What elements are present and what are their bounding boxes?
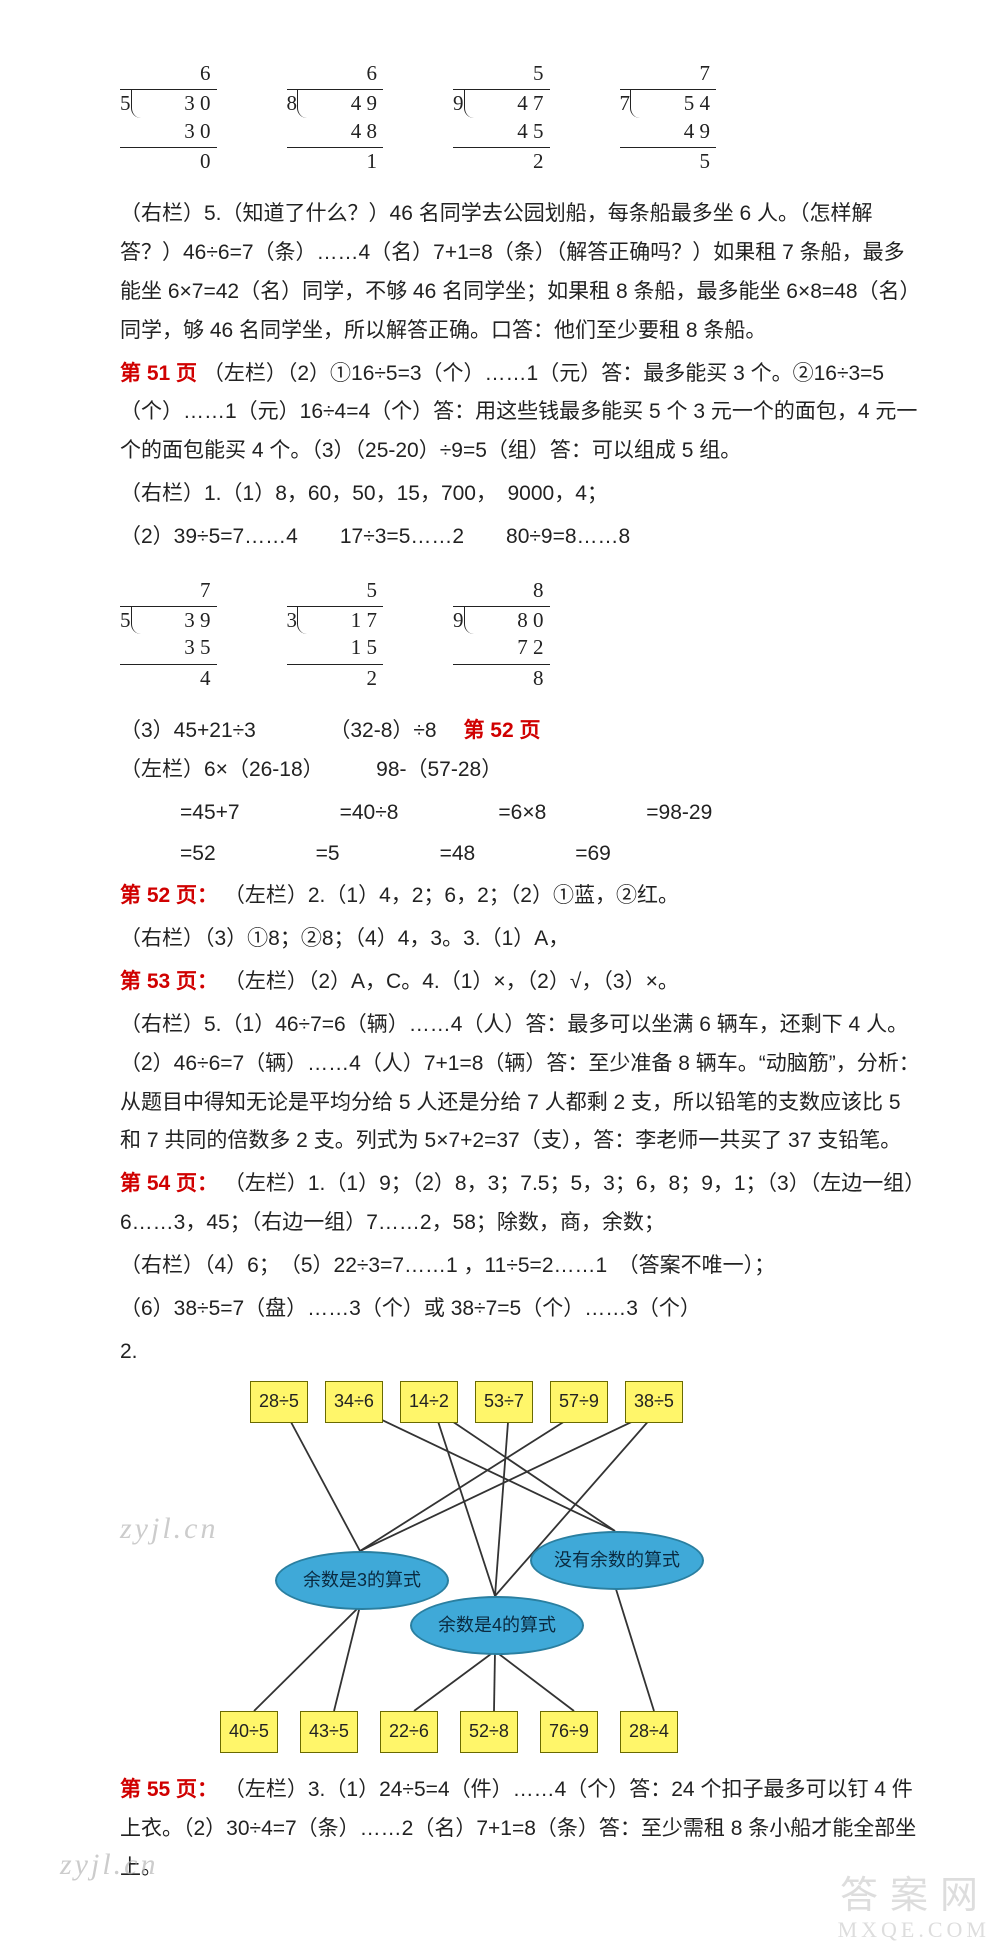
p51-left-text: （左栏）（2）①16÷5=3（个）……1（元）答：最多能买 3 个。②16÷3=…	[120, 362, 917, 463]
p53-right: （右栏）5.（1）46÷7=6（辆）……4（人）答：最多可以坐满 6 辆车，还剩…	[120, 1006, 920, 1161]
chip-bottom: 76÷9	[540, 1711, 598, 1752]
long-division: 7 7 5 4 4 9 5	[620, 60, 717, 175]
matching-diagram: zyjl.cn 28÷534÷614÷253÷757÷938÷540÷543÷5…	[160, 1381, 860, 1751]
expr-cell: =45+7	[180, 794, 240, 833]
page53-label: 第 53 页：	[120, 970, 218, 993]
expr-row2: =52 =5 =48 =69	[180, 835, 920, 874]
long-division: 6 8 4 9 4 8 1	[287, 60, 384, 175]
p54-right2: （6）38÷5=7（盘）……3（个）或 38÷7=5（个）……3（个）	[120, 1290, 920, 1329]
chip-bottom: 43÷5	[300, 1711, 358, 1752]
p54-left: （左栏）1.（1）9；（2）8，3；7.5；5，3；6，8；9，1；（3）（左边…	[120, 1172, 915, 1234]
expr-row1: =45+7 =40÷8 =6×8 =98-29	[180, 794, 920, 833]
p53-line: 第 53 页： （左栏）（2）A，C。4.（1）×，（2）√，（3）×。	[120, 963, 920, 1002]
expr-cell: =52	[180, 835, 216, 874]
p55-line: 第 55 页： （左栏）3.（1）24÷5=4（件）……4（个）答：24 个扣子…	[120, 1771, 920, 1888]
p52-text: （左栏）2.（1）4，2；6，2；（2）①蓝，②红。	[224, 884, 679, 907]
expr-cell: =6×8	[498, 794, 546, 833]
expr-cell: =40÷8	[340, 794, 399, 833]
chip-bottom: 22÷6	[380, 1711, 438, 1752]
answer-page: 6 5 3 0 3 0 0 6 8 4 9 4 8 1 5 9 4 7 4 5	[0, 0, 1000, 1952]
page55-label: 第 55 页：	[120, 1778, 218, 1801]
chip-top: 34÷6	[325, 1381, 383, 1422]
p51-right-1b: （2）39÷5=7……4 17÷3=5……2 80÷9=8……8	[120, 518, 920, 557]
long-division: 6 5 3 0 3 0 0	[120, 60, 217, 175]
page52-label: 第 52 页	[463, 719, 540, 742]
corner-line1: 答案网	[838, 1876, 990, 1918]
expr-cell: =5	[316, 835, 340, 874]
p55-left: （左栏）3.（1）24÷5=4（件）……4（个）答：24 个扣子最多可以钉 4 …	[120, 1778, 916, 1879]
long-division: 7 5 3 9 3 5 4	[120, 577, 217, 692]
paragraph-right5: （右栏）5.（知道了什么？）46 名同学去公园划船，每条船最多坐 6 人。（怎样…	[120, 195, 920, 350]
chip-top: 14÷2	[400, 1381, 458, 1422]
chip-bottom: 40÷5	[220, 1711, 278, 1752]
corner-line2: MXQE.COM	[838, 1918, 990, 1942]
long-division: 5 3 1 7 1 5 2	[287, 577, 384, 692]
page52-label2: 第 52 页：	[120, 884, 218, 907]
chip-top: 28÷5	[250, 1381, 308, 1422]
expr-cell: =98-29	[646, 794, 712, 833]
p53-left: （左栏）（2）A，C。4.（1）×，（2）√，（3）×。	[224, 970, 679, 993]
long-division: 8 9 8 0 7 2 8	[453, 577, 550, 692]
expr-line: （3）45+21÷3 （32-8）÷8 第 52 页 （左栏）6×（26-18）…	[120, 712, 920, 790]
page51-label: 第 51 页	[120, 362, 197, 385]
p52-line: 第 52 页： （左栏）2.（1）4，2；6，2；（2）①蓝，②红。	[120, 877, 920, 916]
long-division-row-2: 7 5 3 9 3 5 4 5 3 1 7 1 5 2 8 9 8 0 7 2 …	[120, 577, 920, 692]
long-division-row-1: 6 5 3 0 3 0 0 6 8 4 9 4 8 1 5 9 4 7 4 5	[120, 60, 920, 175]
expr-lead: （3）45+21÷3 （32-8）÷8	[120, 719, 458, 742]
chip-top: 57÷9	[550, 1381, 608, 1422]
page54-label: 第 54 页：	[120, 1172, 218, 1195]
p52-right: （右栏）（3）①8；②8；（4）4，3。3.（1）A，	[120, 920, 920, 959]
diagram-lines	[160, 1381, 860, 1751]
expr-tail: （左栏）6×（26-18） 98-（57-28）	[120, 758, 502, 781]
chip-bottom: 52÷8	[460, 1711, 518, 1752]
p54-right: （右栏）（4）6； （5）22÷3=7……1 ，11÷5=2……1 （答案不唯一…	[120, 1247, 920, 1286]
chip-top: 38÷5	[625, 1381, 683, 1422]
chip-top: 53÷7	[475, 1381, 533, 1422]
chip-bottom: 28÷4	[620, 1711, 678, 1752]
long-division: 5 9 4 7 4 5 2	[453, 60, 550, 175]
p54-line: 第 54 页： （左栏）1.（1）9；（2）8，3；7.5；5，3；6，8；9，…	[120, 1165, 920, 1243]
item-2-label: 2.	[120, 1333, 920, 1372]
p51-right-1: （右栏）1.（1）8，60，50，15，700， 9000，4；	[120, 475, 920, 514]
corner-watermark: 答案网 MXQE.COM	[838, 1876, 990, 1942]
paragraph-p51: 第 51 页 （左栏）（2）①16÷5=3（个）……1（元）答：最多能买 3 个…	[120, 355, 920, 472]
expr-cell: =48	[440, 835, 476, 874]
expr-cell: =69	[575, 835, 611, 874]
